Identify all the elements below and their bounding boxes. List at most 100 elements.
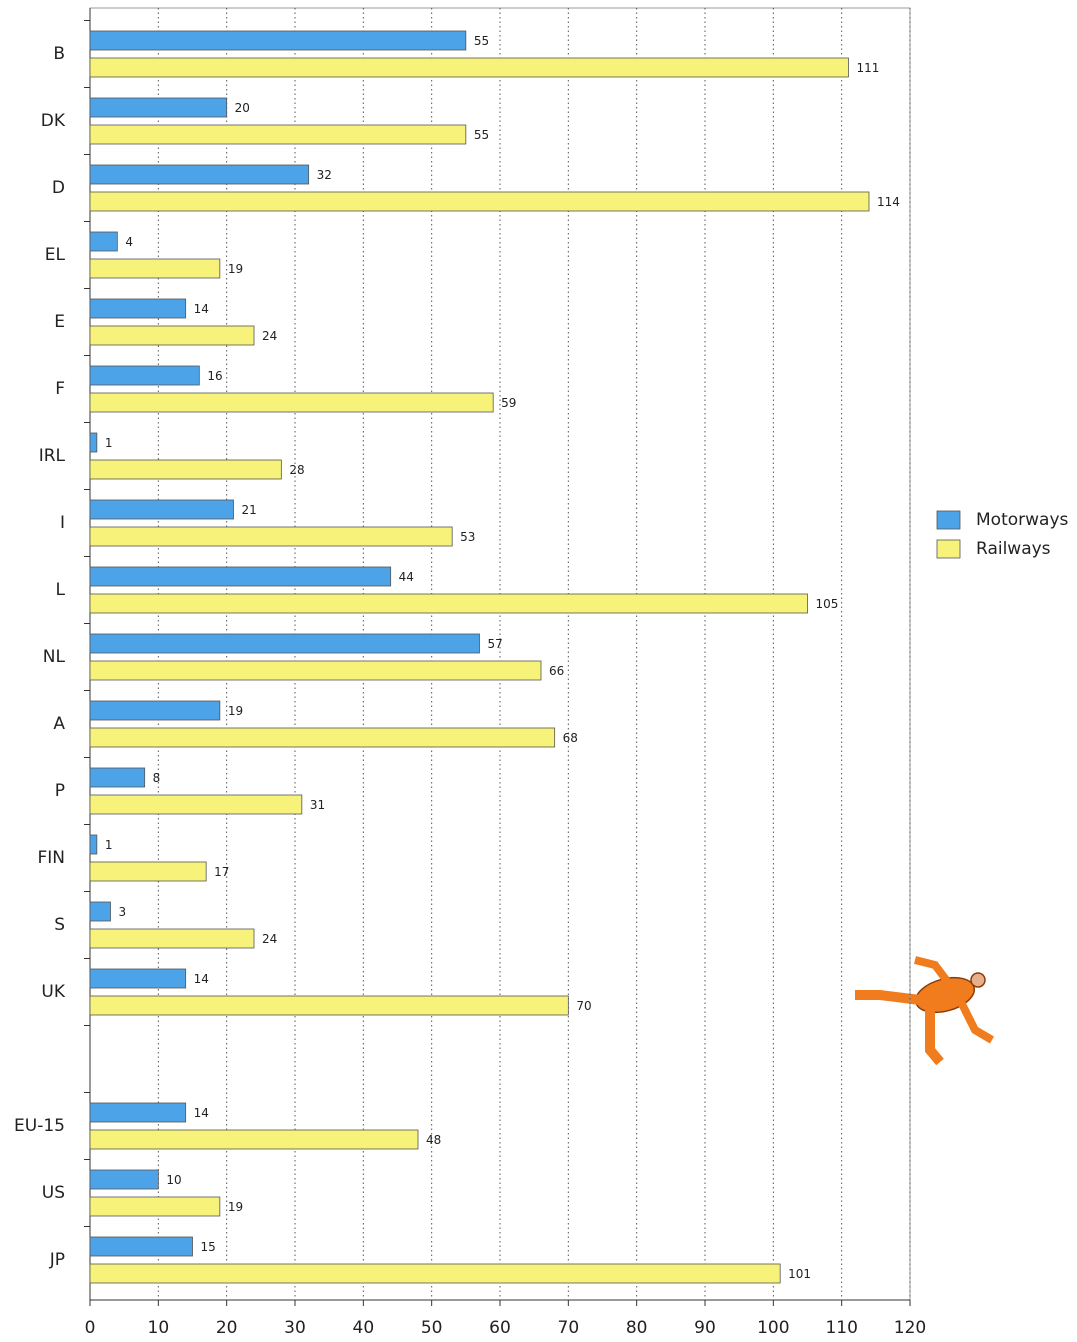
value-label: 4 [125,235,133,249]
legend-label: Railways [976,539,1051,559]
bar [89,1236,193,1257]
x-tick-label: 120 [894,1318,926,1338]
value-label: 1 [105,838,113,852]
bar [89,1169,159,1190]
value-label: 20 [235,101,250,115]
bar [89,928,255,949]
x-tick-label: 60 [489,1318,511,1338]
value-label: 28 [289,463,304,477]
value-label: 16 [207,369,222,383]
value-label: 59 [501,396,516,410]
bar [89,325,255,346]
bar [89,633,480,654]
value-label: 14 [194,302,209,316]
value-label: 101 [788,1267,811,1281]
value-label: 19 [228,1200,243,1214]
x-tick-label: 20 [216,1318,238,1338]
bar [89,1129,419,1150]
x-tick-label: 40 [353,1318,375,1338]
y-tick-label: E [54,312,65,332]
bar [89,861,207,882]
value-label: 48 [426,1133,441,1147]
legend-swatch [936,539,961,559]
value-label: 68 [563,731,578,745]
bar [89,968,187,989]
bar [89,566,392,587]
value-label: 114 [877,195,900,209]
y-tick-label: F [55,379,65,399]
value-label: 44 [399,570,414,584]
value-label: 17 [214,865,229,879]
value-label: 32 [317,168,332,182]
x-tick-label: 80 [626,1318,648,1338]
bar [89,767,146,788]
value-label: 57 [488,637,503,651]
value-label: 66 [549,664,564,678]
bar [89,298,187,319]
value-label: 24 [262,329,277,343]
value-label: 105 [816,597,839,611]
bar [89,727,556,748]
x-tick-label: 110 [825,1318,857,1338]
y-tick-label: D [52,178,65,198]
bar [89,1263,781,1284]
value-label: 8 [153,771,161,785]
y-tick-label: EL [45,245,66,265]
y-tick-label: US [42,1183,65,1203]
bar [89,526,453,547]
y-tick-label: IRL [39,446,66,466]
value-label: 19 [228,262,243,276]
bar [89,660,542,681]
x-tick-label: 50 [421,1318,443,1338]
bar [89,901,111,922]
value-label: 14 [194,1106,209,1120]
x-tick-label: 10 [148,1318,170,1338]
bar [89,57,849,78]
y-tick-label: EU-15 [14,1116,65,1136]
bar [89,258,221,279]
value-label: 53 [460,530,475,544]
value-label: 14 [194,972,209,986]
legend-swatch [936,510,961,530]
x-tick-label: 0 [85,1318,96,1338]
y-tick-label: FIN [37,848,65,868]
bar [89,593,808,614]
bar [89,700,221,721]
value-label: 55 [474,128,489,142]
bar [89,392,494,413]
bar [89,995,569,1016]
bar [89,1102,187,1123]
bar [89,97,228,118]
bar [89,459,282,480]
y-tick-label: B [53,44,65,64]
value-label: 19 [228,704,243,718]
bar [89,834,98,855]
bar [89,30,467,51]
value-label: 15 [201,1240,216,1254]
y-tick-label: NL [43,647,66,667]
y-tick-label: UK [41,982,65,1002]
bar [89,124,467,145]
x-tick-label: 30 [284,1318,306,1338]
value-label: 1 [105,436,113,450]
value-label: 31 [310,798,325,812]
runner-illustration [855,956,995,1066]
y-tick-label: JP [49,1250,65,1270]
legend-label: Motorways [976,510,1069,530]
value-label: 24 [262,932,277,946]
y-tick-label: DK [41,111,66,131]
bar [89,164,310,185]
y-tick-label: L [56,580,66,600]
value-label: 55 [474,34,489,48]
x-tick-label: 70 [558,1318,580,1338]
value-label: 70 [576,999,591,1013]
bar [89,231,118,252]
y-tick-label: P [55,781,65,801]
x-tick-label: 90 [694,1318,716,1338]
bar [89,1196,221,1217]
bar [89,432,98,453]
bar [89,365,200,386]
y-tick-label: S [54,915,65,935]
value-label: 3 [119,905,127,919]
